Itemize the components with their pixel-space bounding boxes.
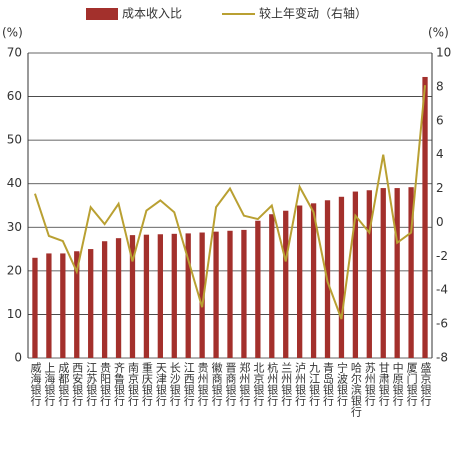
- bar: [394, 188, 400, 358]
- x-tick-label: 北京银行: [252, 362, 265, 407]
- bar: [74, 251, 80, 358]
- y2-tick-label: -2: [436, 249, 448, 263]
- y2-tick-label: -4: [436, 283, 448, 297]
- x-tick-label: 郑州银行: [238, 361, 251, 407]
- x-tick-label: 齐鲁银行: [113, 361, 126, 407]
- bar: [310, 203, 317, 358]
- bar: [408, 187, 414, 358]
- bar: [115, 238, 122, 358]
- bar: [297, 205, 303, 358]
- x-tick-label: 重庆银行: [140, 361, 153, 407]
- bar: [185, 233, 191, 358]
- x-tick-label: 晋商银行: [224, 362, 237, 407]
- x-tick-label: 西安银行: [71, 362, 84, 407]
- y-tick-label: 30: [7, 220, 22, 234]
- y-tick-label: 60: [7, 89, 22, 103]
- bar: [129, 235, 136, 358]
- bar: [60, 253, 66, 358]
- y2-tick-label: 8: [436, 79, 444, 93]
- y2-tick-label: 0: [436, 215, 444, 229]
- x-tick-label: 江西银行: [182, 362, 195, 407]
- x-tick-label: 九江银行: [308, 362, 321, 407]
- bar: [338, 196, 345, 358]
- y-axis-label: (%): [2, 26, 23, 40]
- legend-label: 成本收入比: [122, 7, 182, 21]
- x-tick-label: 贵阳银行: [99, 362, 112, 407]
- bar: [269, 214, 275, 358]
- y2-tick-label: 10: [436, 46, 451, 60]
- y2-axis-label: (%): [428, 26, 449, 40]
- x-tick-label: 天津银行: [154, 362, 167, 407]
- y-tick-label: 20: [7, 263, 22, 277]
- bar: [199, 232, 205, 358]
- y-tick-label: 70: [7, 46, 22, 60]
- y-tick-label: 0: [14, 351, 22, 365]
- y-tick-label: 40: [7, 176, 22, 190]
- x-tick-label: 江苏银行: [85, 362, 98, 407]
- y2-tick-label: 4: [436, 147, 444, 161]
- x-tick-label: 威海银行: [29, 362, 42, 407]
- x-tick-label: 青岛银行: [322, 362, 335, 407]
- legend-label: 较上年变动（右轴）: [259, 6, 367, 21]
- bar: [227, 230, 233, 358]
- y2-tick-label: -8: [436, 351, 448, 365]
- x-tick-label: 杭州银行: [266, 361, 279, 407]
- line: [34, 85, 427, 320]
- x-tick-label: 贵州银行: [196, 362, 209, 407]
- bar: [422, 76, 428, 358]
- x-tick-label: 南京银行: [126, 362, 139, 407]
- x-tick-label: 中原银行: [391, 362, 404, 407]
- bar: [255, 220, 261, 358]
- x-tick-label: 长沙银行: [168, 362, 181, 407]
- y-tick-label: 50: [7, 133, 22, 147]
- x-tick-label: 宁波银行: [335, 361, 348, 407]
- bar: [380, 188, 386, 358]
- bar: [283, 210, 289, 358]
- bar: [213, 231, 219, 358]
- x-tick-label: 盛京银行: [419, 361, 432, 407]
- x-tick-label: 成都银行: [57, 362, 70, 407]
- bar: [88, 249, 94, 358]
- bar: [352, 191, 359, 358]
- bar: [143, 234, 150, 358]
- legend-swatch: [86, 8, 118, 20]
- x-tick-label: 徽商银行: [210, 361, 223, 407]
- bar: [171, 233, 177, 358]
- bar: [46, 253, 52, 358]
- bar: [32, 257, 38, 358]
- x-tick-label: 泸州银行: [294, 362, 307, 407]
- x-tick-label: 甘肃银行: [377, 362, 390, 407]
- bar: [366, 190, 372, 358]
- bar: [157, 234, 163, 358]
- x-tick-label: 上海银行: [43, 362, 56, 407]
- x-tick-label: 兰州银行: [280, 362, 293, 407]
- x-tick-label: 苏州银行: [363, 362, 376, 407]
- y2-tick-label: -6: [436, 317, 448, 331]
- bar: [241, 229, 247, 358]
- bar: [101, 241, 108, 358]
- x-tick-label: 厦门银行: [405, 362, 418, 407]
- y2-tick-label: 2: [436, 181, 444, 195]
- y2-tick-label: 6: [436, 113, 444, 127]
- y-tick-label: 10: [7, 307, 22, 321]
- x-tick-label: 哈尔滨银行: [349, 362, 362, 418]
